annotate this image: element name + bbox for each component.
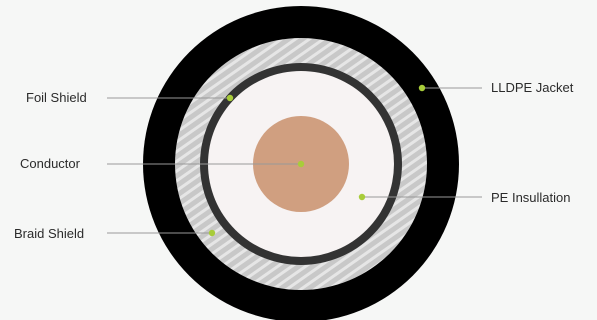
label-pe-insulation: PE Insullation (491, 190, 571, 205)
label-lldpe-jacket: LLDPE Jacket (491, 80, 574, 95)
label-conductor: Conductor (20, 156, 80, 171)
marker-foil-shield (226, 94, 234, 102)
label-braid-shield: Braid Shield (14, 226, 85, 241)
marker-pe-insulation (358, 193, 366, 201)
label-foil-shield: Foil Shield (26, 90, 87, 105)
marker-conductor (297, 160, 305, 168)
marker-braid-shield (208, 229, 216, 237)
marker-lldpe-jacket (418, 84, 426, 92)
leader-lines (107, 87, 482, 234)
markers (208, 84, 426, 237)
